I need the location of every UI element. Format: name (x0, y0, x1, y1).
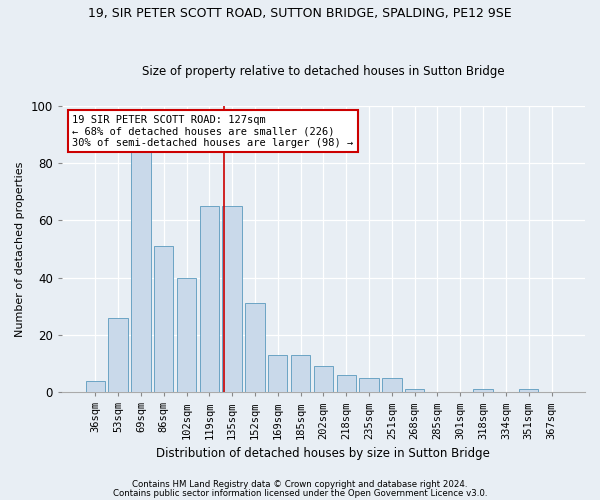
Bar (337, 375, 356, 392)
Y-axis label: Number of detached properties: Number of detached properties (15, 162, 25, 337)
Bar (473, 390, 493, 392)
Text: Contains public sector information licensed under the Open Government Licence v3: Contains public sector information licen… (113, 490, 487, 498)
Bar (131, 152, 151, 392)
Bar (268, 355, 287, 392)
Bar (86, 380, 105, 392)
Bar (519, 390, 538, 392)
Text: 19 SIR PETER SCOTT ROAD: 127sqm
← 68% of detached houses are smaller (226)
30% o: 19 SIR PETER SCOTT ROAD: 127sqm ← 68% of… (72, 114, 353, 148)
Bar (291, 355, 310, 392)
Bar (314, 366, 333, 392)
Text: 19, SIR PETER SCOTT ROAD, SUTTON BRIDGE, SPALDING, PE12 9SE: 19, SIR PETER SCOTT ROAD, SUTTON BRIDGE,… (88, 8, 512, 20)
Bar (405, 390, 424, 392)
Title: Size of property relative to detached houses in Sutton Bridge: Size of property relative to detached ho… (142, 66, 505, 78)
Bar (109, 318, 128, 392)
Bar (382, 378, 401, 392)
Bar (245, 304, 265, 392)
Bar (154, 246, 173, 392)
Text: Contains HM Land Registry data © Crown copyright and database right 2024.: Contains HM Land Registry data © Crown c… (132, 480, 468, 489)
X-axis label: Distribution of detached houses by size in Sutton Bridge: Distribution of detached houses by size … (157, 447, 490, 460)
Bar (359, 378, 379, 392)
Bar (177, 278, 196, 392)
Bar (200, 206, 219, 392)
Bar (223, 206, 242, 392)
